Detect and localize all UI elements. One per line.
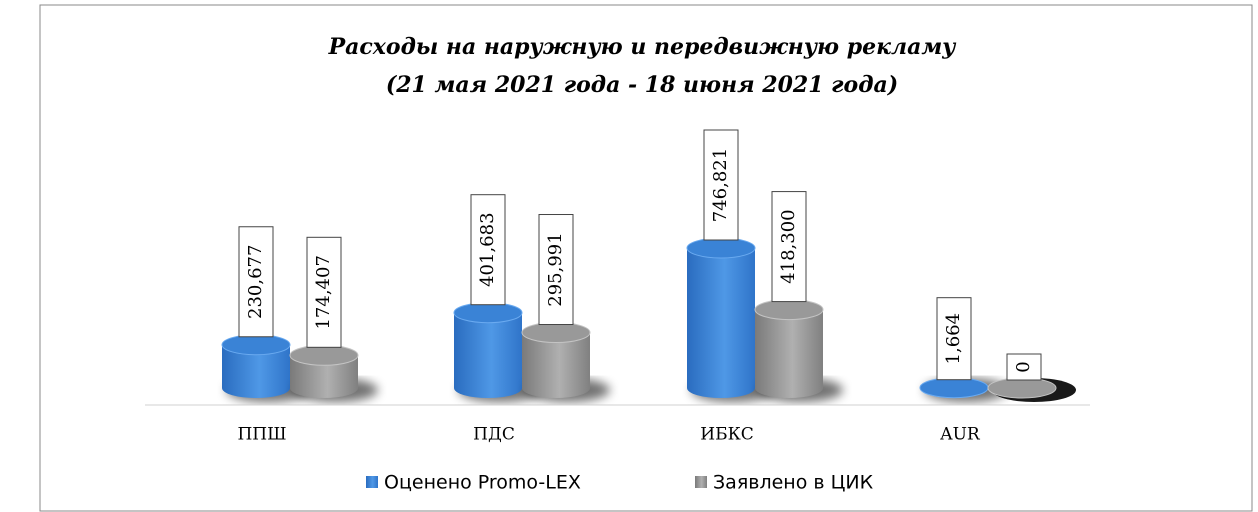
bar [987, 377, 1057, 399]
value-label: 230,677 [245, 245, 266, 319]
bar-body [222, 344, 290, 398]
bar-body [290, 355, 358, 398]
bar-top [754, 299, 824, 321]
value-label: 295,991 [545, 232, 566, 306]
value-label-box [1006, 353, 1042, 381]
value-label-box [306, 236, 342, 348]
x-tick-label: ПДС [473, 425, 515, 445]
bar-top [686, 237, 756, 259]
value-label-box [470, 194, 506, 306]
bar [221, 334, 291, 398]
legend-swatch [366, 476, 378, 488]
bar [521, 322, 591, 398]
value-label-box [238, 226, 274, 338]
legend-swatch [695, 476, 707, 488]
legend-label: Заявлено в ЦИК [713, 472, 874, 494]
chart-title: Расходы на наружную и передвижную реклам… [328, 34, 958, 60]
bar [686, 237, 756, 398]
value-label: 401,683 [477, 212, 498, 286]
value-label-box [771, 191, 807, 303]
legend-label: Оценено Promo-LEX [384, 472, 581, 494]
x-tick-label: ППШ [237, 425, 286, 445]
bar-top [987, 377, 1057, 399]
bar-top [521, 322, 591, 344]
chart-subtitle: (21 мая 2021 года - 18 июня 2021 года) [386, 72, 898, 98]
bar [453, 302, 523, 398]
x-tick-label: ИБКС [700, 425, 753, 445]
value-label: 174,407 [313, 255, 334, 329]
value-label-box [936, 297, 972, 381]
value-label: 0 [1013, 361, 1034, 372]
bar-body [522, 332, 590, 398]
bar-top [289, 344, 359, 366]
value-label: 1,664 [943, 313, 964, 365]
bar-body [755, 309, 823, 398]
value-label: 418,300 [778, 209, 799, 283]
value-label: 746,821 [710, 148, 731, 222]
bar [754, 299, 824, 398]
value-label-box [538, 214, 574, 326]
bar [289, 344, 359, 398]
x-tick-label: AUR [939, 425, 981, 445]
bar-body [454, 312, 522, 398]
bar [919, 377, 989, 399]
bar-top [453, 302, 523, 324]
bar-top [221, 334, 291, 356]
bar-top [919, 377, 989, 399]
bar-body [687, 248, 755, 398]
value-label-box [703, 129, 739, 241]
